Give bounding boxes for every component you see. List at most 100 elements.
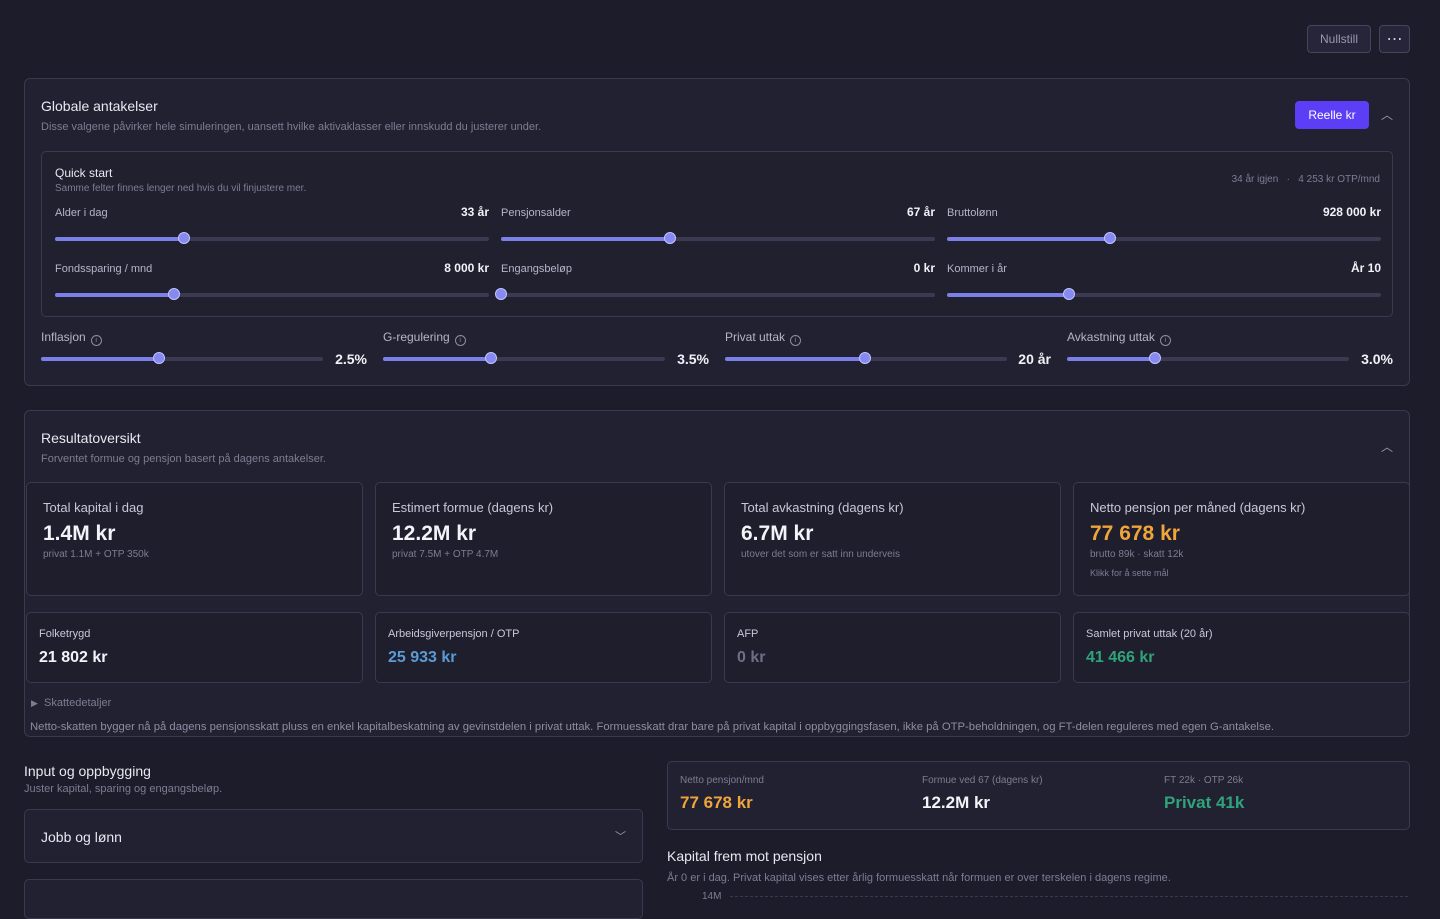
tax-toggle-label: Skattedetaljer xyxy=(44,697,112,709)
slider-thumb[interactable] xyxy=(664,232,677,244)
slider-thumb[interactable] xyxy=(495,288,507,300)
slider-label: Privat uttak i xyxy=(725,330,802,346)
chart-subtitle: År 0 er i dag. Privat kapital vises ette… xyxy=(667,872,1171,884)
card-label: Samlet privat uttak (20 år) xyxy=(1086,628,1213,640)
info-icon[interactable]: i xyxy=(90,335,102,346)
result-card[interactable]: Netto pensjon per måned (dagens kr) 77 67… xyxy=(1073,482,1410,596)
card-label: AFP xyxy=(737,628,759,640)
card-value: 41 466 kr xyxy=(1086,649,1155,666)
slider-thumb[interactable] xyxy=(1148,352,1161,364)
slider-thumb[interactable] xyxy=(167,288,180,300)
caret: ▶ xyxy=(31,698,38,708)
chart-title: Kapital frem mot pensjon xyxy=(667,848,822,864)
accordion[interactable]: Jobb og lønn ﹀ xyxy=(24,809,643,863)
tax-note: Netto-skatten bygger nå på dagens pensjo… xyxy=(30,721,1275,733)
slider-label: Avkastning uttak i xyxy=(1067,330,1171,346)
card-detail: privat 1.1M + OTP 350k xyxy=(43,549,149,560)
section-title: Resultatoversikt xyxy=(41,430,141,446)
reset-button[interactable]: Nullstill xyxy=(1307,25,1371,53)
slider[interactable] xyxy=(383,352,665,364)
slider-label: Alder i dag xyxy=(55,207,108,219)
pension-card: AFP 0 kr xyxy=(724,612,1061,683)
accordion[interactable] xyxy=(24,879,643,919)
card-label: Folketrygd xyxy=(39,628,91,640)
slider-fill xyxy=(41,357,160,361)
collapse-icon[interactable]: ︿ xyxy=(1381,108,1394,122)
slider[interactable] xyxy=(41,352,323,364)
slider-label: Pensjonsalder xyxy=(501,207,571,219)
info-icon[interactable]: i xyxy=(454,335,466,346)
quick-start-subtitle: Samme felter finnes lenger ned hvis du v… xyxy=(55,183,307,194)
summary-strip: Netto pensjon/mnd 77 678 kr Formue ved 67 … xyxy=(667,761,1410,830)
slider[interactable] xyxy=(501,232,935,244)
slider-fill xyxy=(501,237,671,241)
slider[interactable] xyxy=(495,288,935,300)
slider[interactable] xyxy=(1067,352,1349,364)
slider-fill xyxy=(383,357,491,361)
slider-value: 3.5% xyxy=(677,351,709,367)
info-icon[interactable]: i xyxy=(790,335,802,346)
card-value: 21 802 kr xyxy=(39,649,108,666)
global-panel: Globale antakelser Disse valgene påvirke… xyxy=(24,78,1410,386)
section-subtitle: Disse valgene påvirker hele simuleringen… xyxy=(41,121,542,133)
card-label: Total avkastning (dagens kr) xyxy=(741,500,904,515)
slider-thumb[interactable] xyxy=(153,352,166,364)
card-value: 12.2M kr xyxy=(392,522,477,545)
slider-value: 20 år xyxy=(1018,351,1051,367)
summary-value: Privat 41k xyxy=(1164,793,1245,812)
result-card: Total avkastning (dagens kr) 6.7M kr utove… xyxy=(724,482,1061,596)
quick-start: Quick start Samme felter finnes lenger n… xyxy=(41,151,1393,317)
slider-thumb[interactable] xyxy=(177,232,190,244)
mode-button[interactable]: Reelle kr xyxy=(1295,101,1369,129)
slider-label: Bruttolønn xyxy=(947,207,998,219)
slider-fill xyxy=(725,357,866,361)
card-value: 1.4M kr xyxy=(43,522,116,545)
slider-fill xyxy=(55,293,174,297)
slider-thumb[interactable] xyxy=(1104,232,1117,244)
card-value: 25 933 kr xyxy=(388,649,457,666)
card-label: Estimert formue (dagens kr) xyxy=(392,500,554,515)
summary-label: Netto pensjon/mnd xyxy=(680,775,764,786)
card-label: Total kapital i dag xyxy=(43,500,144,515)
input-title: Input og oppbygging xyxy=(24,763,151,779)
slider[interactable] xyxy=(947,232,1381,244)
more-button[interactable]: ⋯ xyxy=(1379,25,1410,53)
slider-label: G-regulering i xyxy=(383,330,466,346)
slider[interactable] xyxy=(55,232,489,244)
results-panel: Resultatoversikt Forventet formue og pen… xyxy=(24,410,1410,737)
body: Nullstill ⋯ Globale antakelser Disse val… xyxy=(24,25,1410,919)
summary-label: Formue ved 67 (dagens kr) xyxy=(922,775,1043,786)
slider[interactable] xyxy=(725,352,1007,364)
slider-value: 0 kr xyxy=(913,261,935,275)
slider-thumb[interactable] xyxy=(859,352,872,364)
accordion-title: Jobb og lønn xyxy=(41,829,122,845)
pension-card: Samlet privat uttak (20 år) 41 466 kr xyxy=(1073,612,1410,683)
card-value: 6.7M kr xyxy=(741,522,814,545)
slider-label: Inflasjon i xyxy=(41,330,102,346)
info-icon[interactable]: i xyxy=(1159,335,1171,346)
slider-label: Fondssparing / mnd xyxy=(55,263,153,275)
quick-start-title: Quick start xyxy=(55,166,113,180)
quick-start-meta: 34 år igjen · 4 253 kr OTP/mnd xyxy=(1231,174,1380,185)
slider-value: 928 000 kr xyxy=(1322,205,1381,219)
pension-card: Arbeidsgiverpensjon / OTP 25 933 kr xyxy=(375,612,712,683)
summary-value: 12.2M kr xyxy=(922,793,991,812)
slider[interactable] xyxy=(55,288,489,300)
slider-thumb[interactable] xyxy=(1062,288,1075,300)
slider-thumb[interactable] xyxy=(485,352,497,364)
card-detail: brutto 89k · skatt 12k xyxy=(1090,549,1184,560)
tax-toggle[interactable]: ▶ Skattedetaljer xyxy=(31,697,111,709)
card-value: 0 kr xyxy=(737,649,766,666)
slider-value: 2.5% xyxy=(335,351,367,367)
slider[interactable] xyxy=(947,288,1381,300)
chevron: ﹀ xyxy=(615,831,626,843)
input-subtitle: Juster kapital, sparing og engangsbeløp. xyxy=(24,783,223,795)
card-label: Netto pensjon per måned (dagens kr) xyxy=(1090,500,1306,515)
card-detail: utover det som er satt inn underveis xyxy=(741,549,900,560)
slider-fill xyxy=(1067,357,1155,361)
page: Pensjonssimulator {"header": {"reset": "… xyxy=(24,25,1410,919)
slider-label: Kommer i år xyxy=(947,263,1007,275)
section-title: Globale antakelser xyxy=(41,98,158,114)
collapse-icon[interactable]: ︿ xyxy=(1381,440,1394,454)
section-subtitle: Forventet formue og pensjon basert på da… xyxy=(41,453,326,465)
